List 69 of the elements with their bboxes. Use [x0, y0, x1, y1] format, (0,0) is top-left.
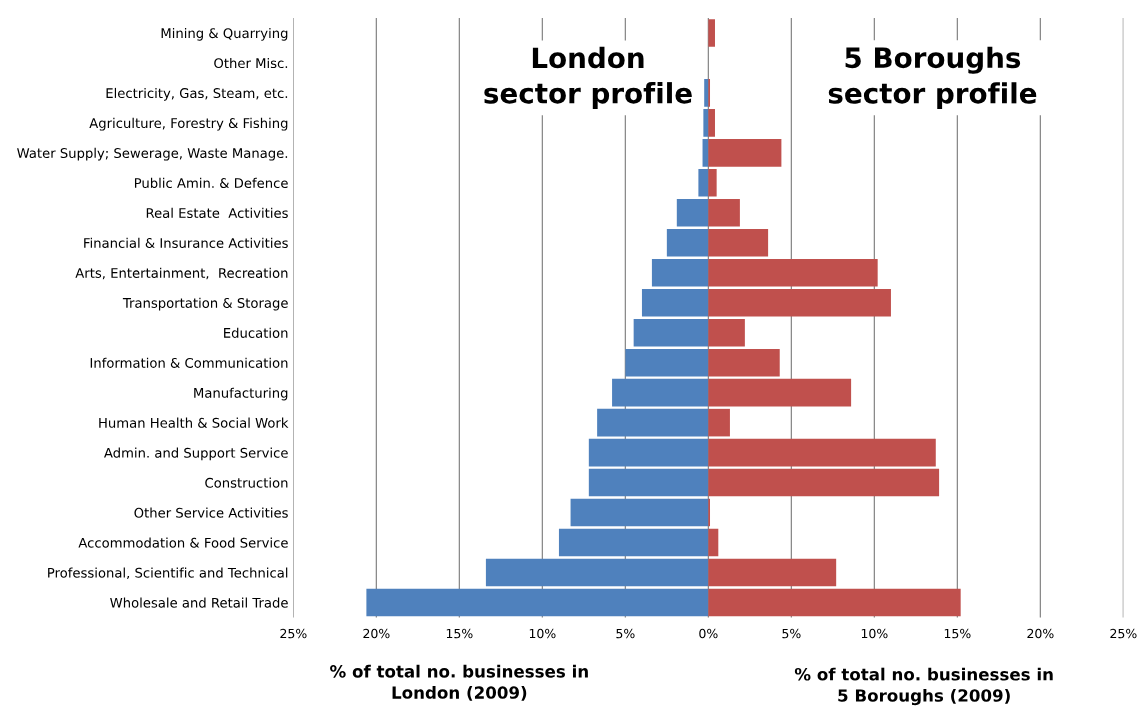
bar: [704, 79, 709, 107]
x-tick-label: 20%: [363, 628, 390, 639]
bar: [597, 408, 709, 437]
y-tick-label: Education: [224, 327, 288, 338]
bar: [625, 348, 709, 377]
bar: [633, 318, 709, 347]
annotation: 5 Boroughs sector profile: [828, 46, 1037, 110]
bar: [708, 288, 891, 317]
bar: [588, 468, 709, 497]
y-tick-label: Construction: [205, 477, 288, 488]
y-tick-label: Information & Communication: [90, 357, 288, 368]
y-tick-label: Other Service Activities: [134, 507, 288, 518]
y-tick-label: Electricity, Gas, Steam, etc.: [106, 87, 288, 101]
y-tick-label: Financial & Insurance Activities: [84, 237, 288, 248]
y-tick-label: Admin. and Support Service: [104, 447, 288, 461]
text: % of total no. businesses in 5 Boroughs (2009): [794, 667, 1053, 706]
bar: [570, 498, 709, 527]
y-tick-label: Manufacturing: [194, 387, 288, 401]
x-tick-label: 10%: [529, 628, 556, 639]
bar: [708, 169, 717, 197]
y-tick-label: Mining & Quarrying: [161, 27, 288, 41]
bar: [708, 139, 782, 167]
y-tick-label: Water Supply; Sewerage, Waste Manage.: [17, 147, 288, 161]
bar: [708, 528, 719, 557]
x-tick-label: 20%: [1027, 628, 1054, 639]
text: % of total no. businesses in London (2009): [330, 664, 588, 701]
bar: [708, 378, 852, 407]
bar: [485, 558, 709, 587]
y-tick-label: Other Misc.: [214, 57, 288, 69]
x-tick-label: 5%: [616, 628, 635, 639]
x-tick-label: 15%: [944, 628, 971, 639]
bar: [698, 169, 709, 197]
x-tick-label: 0%: [699, 628, 718, 639]
x-tick-label: 25%: [280, 628, 307, 639]
bar: [641, 288, 709, 317]
bar: [708, 558, 837, 587]
bar: [612, 378, 709, 407]
bar: [676, 199, 709, 227]
bar: [708, 348, 780, 377]
x-tick-label: 10%: [861, 628, 888, 639]
bar: [708, 468, 940, 497]
y-tick-label: Human Health & Social Work: [99, 417, 289, 428]
y-tick-label: Wholesale and Retail Trade: [110, 597, 288, 608]
y-tick-label: Agriculture, Forestry & Fishing: [89, 117, 288, 131]
bar: [708, 588, 961, 617]
y-tick-label: Arts, Entertainment, Recreation: [75, 267, 288, 280]
bar: [708, 318, 745, 347]
bar: [708, 109, 715, 137]
annotation: London sector profile: [484, 46, 692, 110]
bar: [666, 228, 709, 257]
bar: [708, 408, 730, 437]
bar: [703, 109, 709, 137]
bar: [588, 438, 709, 467]
bar: [558, 528, 709, 557]
x-tick-label: 25%: [1110, 628, 1137, 639]
y-tick-label: Professional, Scientific and Technical: [48, 567, 288, 580]
x-tick-label: 5%: [782, 628, 801, 639]
bar: [708, 258, 878, 287]
x-tick-label: 15%: [446, 628, 473, 639]
bar: [708, 199, 740, 227]
y-tick-label: Public Amin. & Defence: [134, 177, 288, 189]
y-tick-label: Accommodation & Food Service: [78, 537, 288, 548]
bar: [366, 588, 709, 617]
bar: [651, 258, 709, 287]
bar: [708, 228, 769, 257]
bar: [708, 438, 936, 467]
y-tick-label: Real Estate Activities: [146, 207, 288, 218]
bar: [708, 19, 715, 47]
y-tick-label: Transportation & Storage: [122, 297, 288, 311]
